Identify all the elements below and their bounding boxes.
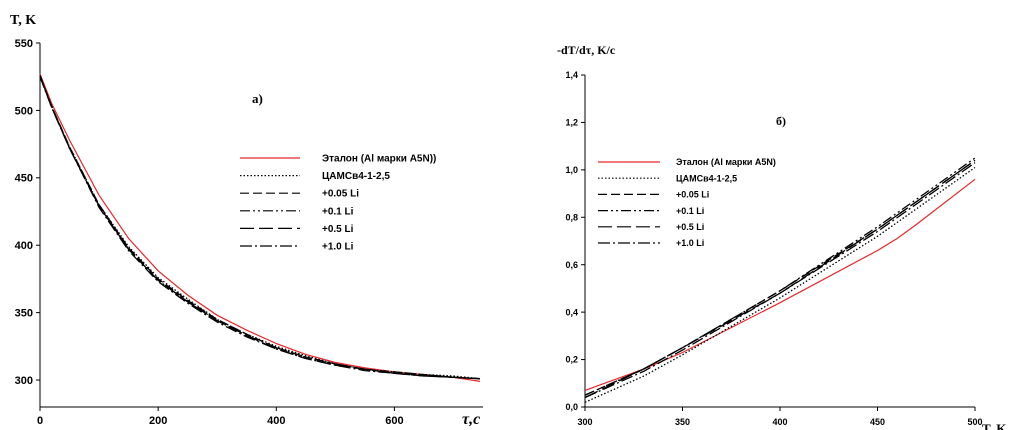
y-tick-label: 450	[15, 173, 33, 185]
legend: Эталон (Al марки A5N) ЦАМСв4-1-2,5 +0.05 L…	[598, 157, 776, 248]
series-line-1	[39, 73, 481, 382]
legend: Эталон (Al марки A5N)) ЦАМСв4-1-2,5 +0.05 …	[240, 154, 436, 253]
x-tick-label: 0	[37, 415, 43, 427]
y-axis-label: T, K	[10, 13, 36, 28]
y-tick-label: 400	[15, 240, 33, 252]
y-tick-label: 500	[15, 105, 33, 117]
y-tick-label: 0,0	[565, 402, 578, 412]
y-tick-label: 350	[15, 307, 33, 319]
y-tick-label: 1,0	[565, 165, 578, 175]
x-tick-label: 400	[772, 417, 787, 427]
panel-label: a)	[252, 91, 263, 106]
legend-label: Эталон (Al марки A5N))	[322, 154, 436, 165]
series-line-5	[584, 159, 976, 399]
series-line-2	[39, 76, 481, 380]
legend-label: +0.05 Li	[676, 190, 709, 200]
legend-label: +0.1 Li	[676, 206, 704, 216]
x-tick-label: 350	[675, 417, 690, 427]
series-line-2	[584, 166, 976, 403]
series-line-4	[584, 157, 976, 396]
y-tick-label: 0,8	[565, 212, 578, 222]
series-line-3	[584, 159, 976, 396]
panel-label: б)	[776, 114, 786, 128]
series-line-5	[39, 75, 481, 380]
legend-label: +1.0 Li	[322, 242, 354, 253]
series-line-4	[39, 76, 481, 380]
series-line-6	[584, 162, 976, 399]
legend-label: +1.0 Li	[676, 238, 704, 248]
legend-label: Эталон (Al марки A5N)	[676, 157, 776, 167]
legend-label: ЦАМСв4-1-2,5	[676, 173, 737, 183]
x-tick-label: 400	[267, 415, 285, 427]
legend-label: +0.5 Li	[322, 224, 354, 235]
y-tick-label: 0,6	[565, 260, 578, 270]
legend-label: +0.1 Li	[322, 206, 354, 217]
y-tick-label: 1,4	[565, 70, 578, 80]
x-axis-label: T, K	[982, 421, 1007, 430]
legend-label: +0.05 Li	[322, 189, 359, 200]
x-axis-label: τ,c	[462, 411, 480, 428]
x-tick-label: 450	[870, 417, 885, 427]
x-tick-label: 300	[577, 417, 592, 427]
y-tick-label: 0,4	[565, 307, 578, 317]
y-axis-label: -dT/dτ, K/c	[557, 43, 616, 57]
series-line-3	[39, 75, 481, 380]
legend-label: ЦАМСв4-1-2,5	[322, 171, 390, 182]
series-line-6	[39, 76, 481, 380]
y-tick-label: 1,2	[565, 118, 578, 128]
chart-panel-1: 300 350 400 450 500 550 0 200 400 600 T, K τ,c a) Эта…	[10, 13, 483, 428]
series-line-1	[584, 178, 976, 391]
x-tick-label: 600	[385, 415, 403, 427]
y-tick-label: 0,2	[565, 355, 578, 365]
legend-label: +0.5 Li	[676, 222, 704, 232]
y-tick-label: 300	[15, 375, 33, 387]
chart-panel-2: 0,0 0,2 0,4 0,6 0,8 1,0 1,2 1,4 300 350 400 450 500 -…	[557, 43, 1007, 430]
x-tick-label: 200	[149, 415, 167, 427]
x-tick-label: 500	[967, 417, 982, 427]
y-tick-label: 550	[15, 38, 33, 50]
